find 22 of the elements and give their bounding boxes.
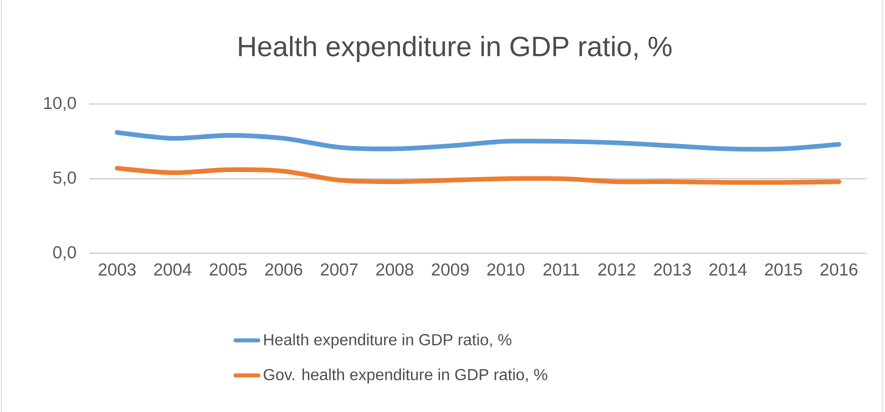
x-tick-label: 2007	[320, 263, 358, 276]
line-series	[114, 130, 842, 152]
line-series	[114, 166, 842, 185]
legend-label: Gov. health expenditure in GDP ratio, %	[264, 368, 548, 384]
x-tick-label: 2013	[654, 263, 691, 276]
x-tick-label: 2005	[210, 263, 247, 276]
x-tick-label: 2011	[544, 263, 580, 276]
y-tick-label: 0,0	[53, 246, 76, 260]
x-tick-label: 2010	[487, 263, 524, 276]
y-tick-label: 10,0	[44, 96, 76, 112]
x-tick-label: 2004	[154, 263, 192, 276]
x-tick-label: 2006	[265, 263, 302, 276]
chart-title: Health expenditure in GDP ratio, %	[239, 36, 672, 62]
y-tick-label: 5,0	[53, 172, 76, 186]
x-tick-label: 2016	[820, 263, 858, 276]
x-tick-label: 2015	[764, 263, 802, 276]
x-tick-label: 2012	[598, 263, 636, 276]
legend-label: Health expenditure in GDP ratio, %	[264, 334, 512, 349]
x-tick-label: 2003	[98, 263, 136, 276]
x-tick-label: 2009	[432, 263, 469, 276]
x-tick-label: 2008	[376, 263, 414, 276]
x-tick-label: 2014	[709, 263, 747, 276]
